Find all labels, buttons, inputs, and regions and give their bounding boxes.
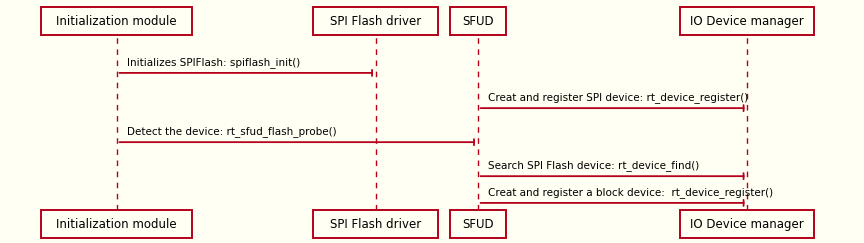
Text: SFUD: SFUD xyxy=(462,218,493,231)
Text: Initialization module: Initialization module xyxy=(56,218,177,231)
FancyBboxPatch shape xyxy=(681,7,814,35)
Text: Creat and register a block device:  rt_device_register(): Creat and register a block device: rt_de… xyxy=(488,187,773,198)
Text: Initialization module: Initialization module xyxy=(56,15,177,28)
FancyBboxPatch shape xyxy=(450,210,506,238)
Text: SPI Flash driver: SPI Flash driver xyxy=(330,218,422,231)
FancyBboxPatch shape xyxy=(313,210,438,238)
FancyBboxPatch shape xyxy=(681,210,814,238)
Text: IO Device manager: IO Device manager xyxy=(690,15,804,28)
FancyBboxPatch shape xyxy=(41,210,192,238)
Text: Creat and register SPI device: rt_device_register(): Creat and register SPI device: rt_device… xyxy=(488,92,748,103)
Text: SPI Flash driver: SPI Flash driver xyxy=(330,15,422,28)
Text: SFUD: SFUD xyxy=(462,15,493,28)
FancyBboxPatch shape xyxy=(313,7,438,35)
Text: Initializes SPIFlash: spiflash_init(): Initializes SPIFlash: spiflash_init() xyxy=(127,57,301,68)
FancyBboxPatch shape xyxy=(450,7,506,35)
Text: Search SPI Flash device: rt_device_find(): Search SPI Flash device: rt_device_find(… xyxy=(488,160,700,171)
FancyBboxPatch shape xyxy=(41,7,192,35)
Text: IO Device manager: IO Device manager xyxy=(690,218,804,231)
Text: Detect the device: rt_sfud_flash_probe(): Detect the device: rt_sfud_flash_probe() xyxy=(127,126,337,137)
